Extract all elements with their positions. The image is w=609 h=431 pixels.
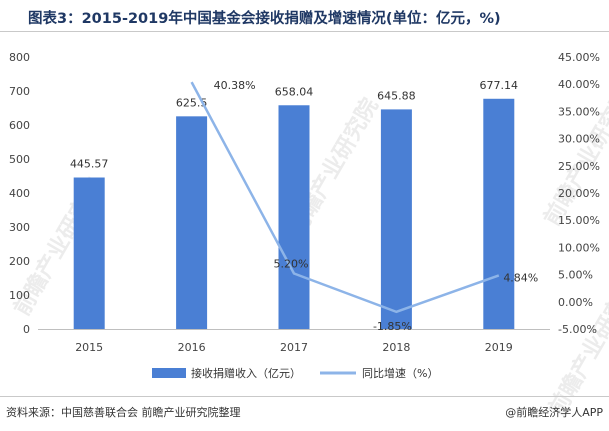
y-right-tick-label: 40.00%: [558, 78, 600, 91]
footer-divider: [0, 396, 609, 397]
line-value-label: -1.85%: [373, 320, 412, 333]
y-left-tick-label: 0: [23, 323, 30, 336]
y-left-tick-label: 300: [9, 221, 30, 234]
line-value-label: 40.38%: [214, 79, 256, 92]
x-tick-label: 2019: [485, 341, 513, 354]
bar-value-label: 445.57: [70, 158, 109, 171]
bar-value-label: 677.14: [480, 79, 519, 92]
x-tick-label: 2016: [178, 341, 206, 354]
y-right-tick-label: 45.00%: [558, 51, 600, 64]
y-left-tick-label: 400: [9, 187, 30, 200]
chart-title: 图表3：2015-2019年中国基金会接收捐赠及增速情况(单位：亿元，%): [28, 11, 501, 27]
bar-value-label: 658.04: [275, 85, 314, 98]
growth-line: [190, 81, 500, 314]
legend-bar-swatch: [152, 368, 186, 378]
y-left-tick-label: 100: [9, 289, 30, 302]
y-right-tick-label: 30.00%: [558, 133, 600, 146]
y-right-tick-label: 25.00%: [558, 160, 600, 173]
y-right-tick-label: 35.00%: [558, 105, 600, 118]
bar-value-label: 625.5: [176, 96, 208, 109]
legend-line-label: 同比增速（%）: [362, 366, 438, 380]
bar: [278, 105, 310, 329]
y-left-tick-label: 600: [9, 119, 30, 132]
title-divider: [0, 31, 609, 32]
y-right-tick-label: 10.00%: [558, 241, 600, 254]
x-tick-label: 2015: [75, 341, 103, 354]
legend-bar-label: 接收捐赠收入（亿元）: [191, 366, 301, 380]
line-value-label: 4.84%: [503, 271, 538, 284]
y-right-tick-label: 0.00%: [558, 296, 593, 309]
line-value-label: 5.20%: [274, 258, 309, 271]
bar: [176, 116, 208, 329]
y-right-tick-label: -5.00%: [558, 323, 597, 336]
y-left-tick-label: 200: [9, 255, 30, 268]
y-right-tick-label: 15.00%: [558, 214, 600, 227]
x-tick-label: 2018: [382, 341, 410, 354]
source-note: 资料来源：中国慈善联合会 前瞻产业研究院整理: [6, 406, 241, 419]
y-right-tick-label: 5.00%: [558, 269, 593, 282]
y-left-tick-label: 500: [9, 153, 30, 166]
brand-credit: @前瞻经济学人APP: [505, 406, 603, 419]
y-left-tick-label: 700: [9, 85, 30, 98]
x-tick-label: 2017: [280, 341, 308, 354]
bar: [380, 109, 412, 329]
bar: [483, 98, 515, 329]
bar: [73, 177, 105, 329]
y-right-tick-label: 20.00%: [558, 187, 600, 200]
bar-value-label: 645.88: [377, 89, 416, 102]
y-left-tick-label: 800: [9, 51, 30, 64]
